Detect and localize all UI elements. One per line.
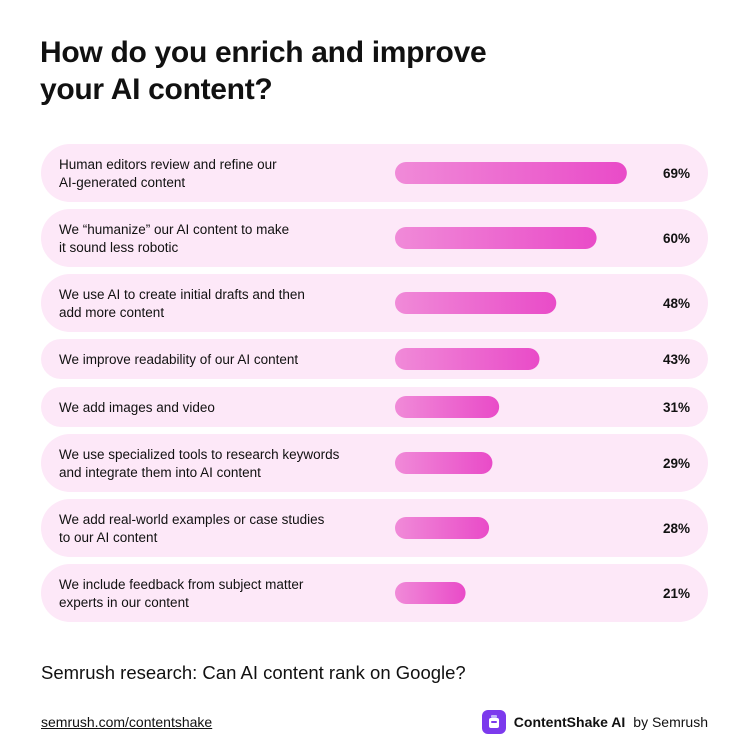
chart-title: How do you enrich and improve your AI co…: [40, 34, 560, 108]
contentshake-logo-icon: [481, 710, 506, 734]
bar: [395, 396, 500, 418]
row-background: [41, 339, 708, 379]
value-label: 48%: [663, 296, 690, 311]
chart-row: We use specialized tools to research key…: [41, 434, 708, 492]
category-label-line: it sound less robotic: [59, 240, 179, 255]
bar: [395, 162, 627, 184]
category-label-line: We include feedback from subject matter: [59, 577, 304, 592]
category-label-line: We add images and video: [59, 400, 215, 415]
chart-row: We include feedback from subject matter e…: [41, 564, 708, 622]
value-label: 69%: [663, 166, 690, 181]
category-label: We include feedback from subject matter e…: [59, 577, 304, 610]
value-label: 43%: [663, 352, 690, 367]
category-label-line: We use AI to create initial drafts and t…: [59, 287, 305, 302]
category-label: Human editors review and refine our AI-ge…: [59, 157, 277, 190]
category-label-line: AI-generated content: [59, 175, 185, 190]
category-label: We add real-world examples or case studi…: [59, 512, 325, 545]
bar: [395, 517, 490, 539]
bar: [395, 452, 493, 474]
bar: [395, 348, 540, 370]
chart-row: Human editors review and refine our AI-ge…: [41, 144, 708, 202]
category-label: We add images and video: [59, 400, 215, 415]
category-label-line: and integrate them into AI content: [59, 465, 261, 480]
value-label: 60%: [663, 231, 690, 246]
value-label: 31%: [663, 400, 690, 415]
chart-row: We “humanize” our AI content to make it s…: [41, 209, 708, 267]
chart-row: We add real-world examples or case studi…: [41, 499, 708, 557]
chart-row: We add images and video 31%: [41, 387, 708, 427]
value-label: 28%: [663, 521, 690, 536]
category-label: We use AI to create initial drafts and t…: [59, 287, 305, 320]
brand-lockup: ContentShake AI by Semrush: [481, 710, 708, 734]
bar: [395, 292, 557, 314]
chart-title-line-1: How do you enrich and improve: [40, 36, 487, 69]
value-label: 29%: [663, 456, 690, 471]
category-label: We “humanize” our AI content to make it s…: [59, 222, 289, 255]
category-label-line: to our AI content: [59, 530, 158, 545]
contentshake-link[interactable]: semrush.com/contentshake: [41, 714, 213, 730]
category-label-line: We use specialized tools to research key…: [59, 447, 340, 462]
value-label: 21%: [663, 586, 690, 601]
category-label: We use specialized tools to research key…: [59, 447, 340, 480]
category-label-line: Human editors review and refine our: [59, 157, 277, 172]
category-label-line: add more content: [59, 305, 164, 320]
chart-row: We improve readability of our AI content…: [41, 339, 708, 379]
chart-title-line-2: your AI content?: [40, 73, 273, 106]
row-background: [41, 499, 708, 557]
brand-suffix: by Semrush: [633, 714, 708, 730]
bar: [395, 227, 597, 249]
row-background: [41, 274, 708, 332]
category-label-line: We improve readability of our AI content: [59, 352, 298, 367]
row-background: [41, 434, 708, 492]
bar: [395, 582, 466, 604]
category-label: We improve readability of our AI content: [59, 352, 298, 367]
row-background: [41, 387, 708, 427]
category-label-line: experts in our content: [59, 595, 189, 610]
category-label-line: We add real-world examples or case studi…: [59, 512, 325, 527]
brand-name: ContentShake AI: [513, 714, 626, 730]
row-background: [41, 209, 708, 267]
chart-row: We use AI to create initial drafts and t…: [41, 274, 708, 332]
research-title: Semrush research: Can AI content rank on…: [41, 662, 466, 683]
row-background: [41, 144, 708, 202]
row-background: [41, 564, 708, 622]
category-label-line: We “humanize” our AI content to make: [59, 222, 289, 237]
chart-rows: Human editors review and refine our AI-ge…: [41, 144, 708, 622]
